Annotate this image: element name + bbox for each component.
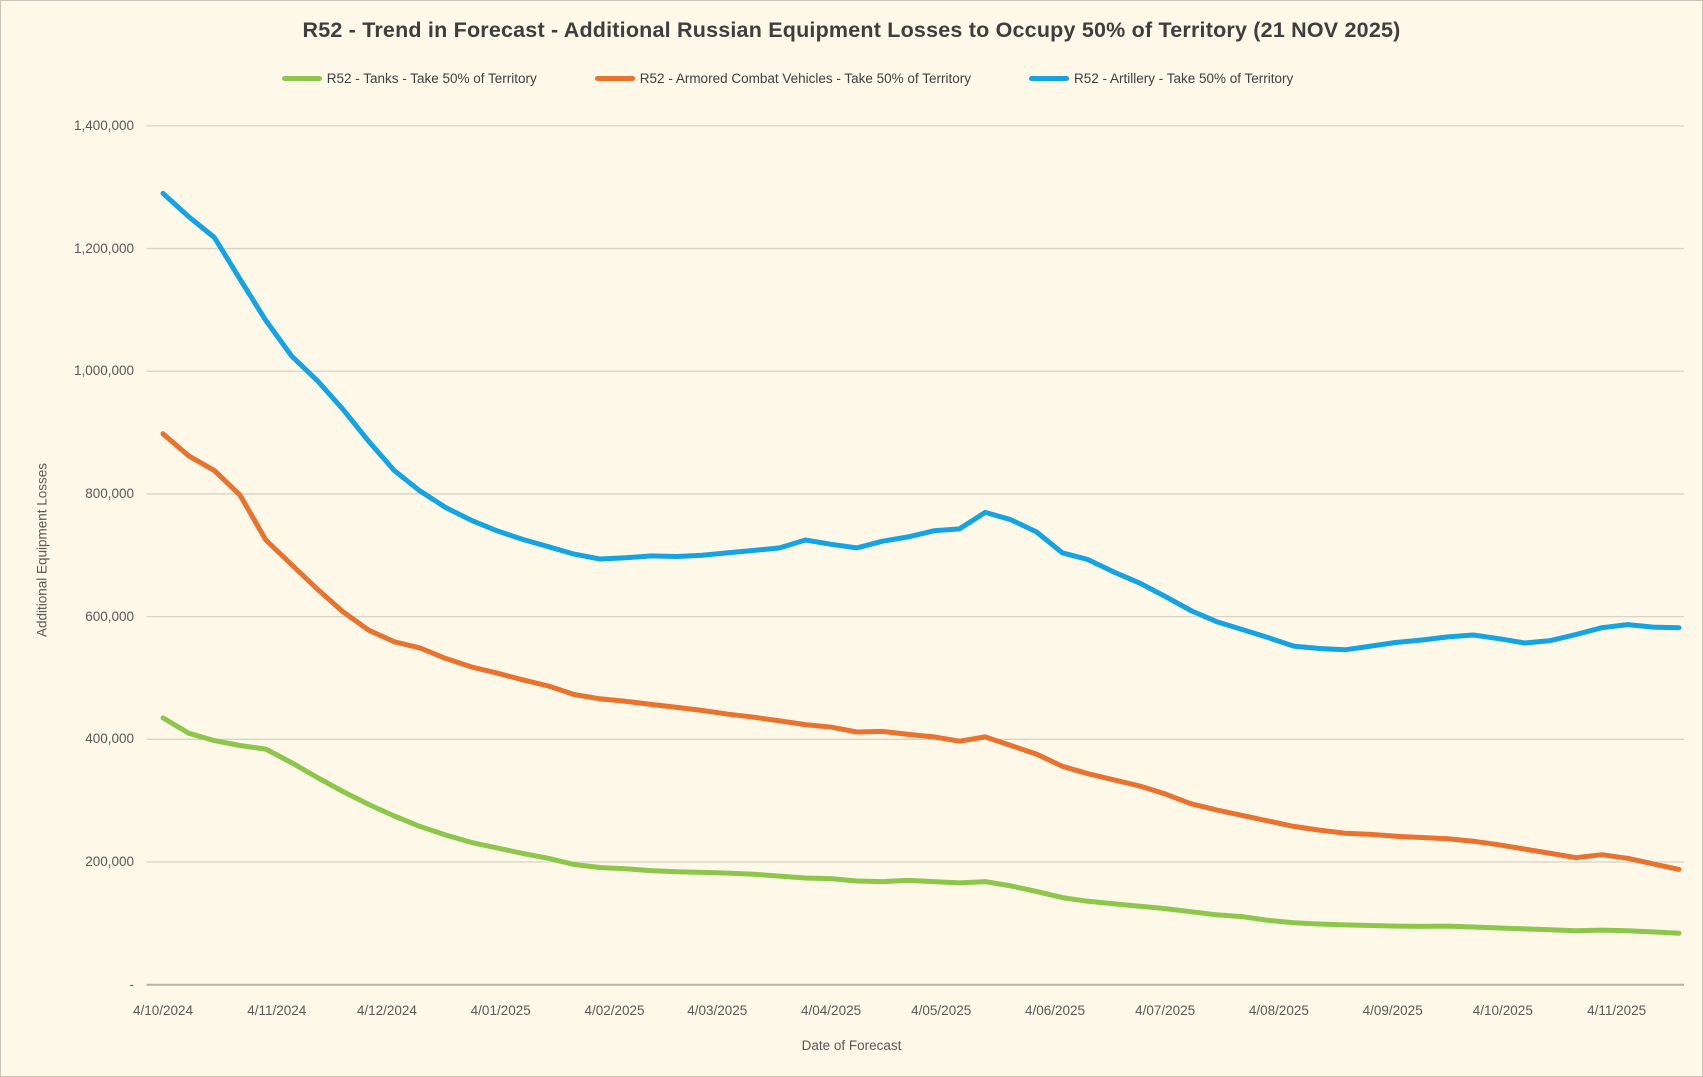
x-tick-label: 4/10/2024 bbox=[132, 1003, 194, 1018]
x-tick-label: 4/11/2024 bbox=[247, 1003, 307, 1018]
y-tick-label: 200,000 bbox=[85, 854, 134, 869]
x-tick-label: 4/02/2025 bbox=[584, 1003, 645, 1018]
y-tick-label: 600,000 bbox=[85, 608, 134, 624]
legend: R52 - Tanks - Take 50% of Territory R52 … bbox=[1, 71, 1702, 86]
tanks-line-marker-icon bbox=[281, 76, 322, 81]
x-tick-label: 4/04/2025 bbox=[801, 1003, 862, 1018]
legend-item-artillery[interactable]: R52 - Artillery - Take 50% of Territory bbox=[1028, 71, 1294, 86]
series-line-artillery[interactable] bbox=[160, 190, 1682, 653]
x-tick-label: 4/03/2025 bbox=[687, 1003, 748, 1018]
y-tick-label: 1,400,000 bbox=[73, 117, 134, 133]
x-tick-label: 4/08/2025 bbox=[1248, 1003, 1309, 1018]
x-tick-label: 4/12/2024 bbox=[356, 1003, 417, 1018]
x-tick-label: 4/10/2025 bbox=[1472, 1003, 1533, 1018]
chart-title: R52 - Trend in Forecast - Additional Rus… bbox=[302, 18, 1401, 42]
legend-item-tanks[interactable]: R52 - Tanks - Take 50% of Territory bbox=[281, 71, 537, 86]
x-tick-label: 4/01/2025 bbox=[470, 1003, 531, 1018]
y-tick-label: 800,000 bbox=[85, 485, 134, 501]
x-tick-label: 4/11/2025 bbox=[1587, 1003, 1647, 1018]
x-tick-label: 4/07/2025 bbox=[1135, 1003, 1196, 1018]
legend-label-armored-combat-vehicles: R52 - Armored Combat Vehicles - Take 50%… bbox=[639, 71, 971, 86]
acv-line-marker-icon bbox=[594, 76, 635, 81]
x-axis-title: Date of Forecast bbox=[801, 1038, 902, 1053]
legend-label-artillery: R52 - Artillery - Take 50% of Territory bbox=[1073, 71, 1294, 86]
x-tick-label: 4/09/2025 bbox=[1362, 1003, 1423, 1018]
artillery-line-marker-icon bbox=[1028, 76, 1069, 81]
y-tick-label: 400,000 bbox=[85, 731, 134, 747]
series-line-tanks[interactable] bbox=[160, 715, 1682, 936]
legend-item-armored-combat-vehicles[interactable]: R52 - Armored Combat Vehicles - Take 50%… bbox=[594, 71, 971, 86]
y-tick-label: - bbox=[129, 976, 135, 992]
series-line-acv[interactable] bbox=[160, 431, 1682, 872]
x-tick-label: 4/05/2025 bbox=[911, 1003, 972, 1018]
x-tick-label: 4/06/2025 bbox=[1024, 1003, 1085, 1018]
y-tick-label: 1,200,000 bbox=[73, 240, 134, 256]
legend-label-tanks: R52 - Tanks - Take 50% of Territory bbox=[326, 71, 537, 86]
y-tick-label: 1,000,000 bbox=[73, 363, 134, 379]
